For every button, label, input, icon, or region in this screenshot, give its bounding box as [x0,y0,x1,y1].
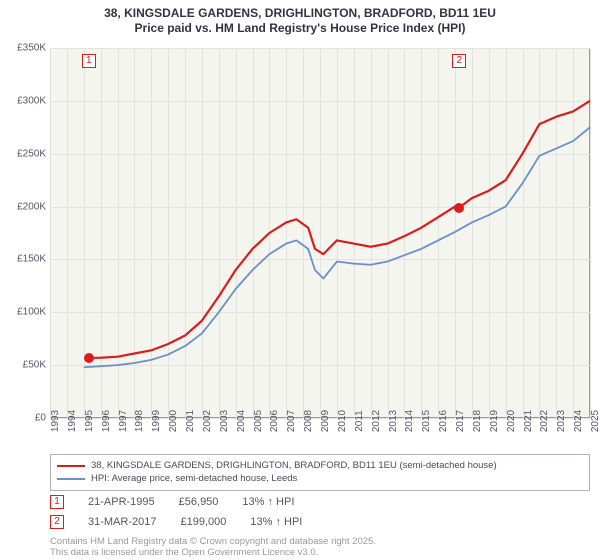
y-tick-label: £50K [23,360,46,371]
x-tick-label: 2023 [556,410,567,432]
sale-note: 13% ↑ HPI [242,496,294,508]
x-tick-label: 2010 [337,410,348,432]
x-tick-label: 1995 [84,410,95,432]
x-tick-label: 2015 [421,410,432,432]
sale-marker-dot [84,353,94,363]
chart-title: 38, KINGSDALE GARDENS, DRIGHLINGTON, BRA… [0,0,600,38]
sale-marker-badge: 2 [452,54,466,68]
x-tick-label: 1993 [50,410,61,432]
sale-badge: 1 [50,495,64,509]
attribution-line2: This data is licensed under the Open Gov… [50,547,590,558]
x-tick-label: 2019 [489,410,500,432]
sale-marker-badge: 1 [82,54,96,68]
x-tick-label: 1996 [101,410,112,432]
x-tick-label: 2012 [371,410,382,432]
x-tick-label: 2008 [303,410,314,432]
series-line-hpi [84,127,590,367]
x-tick-label: 2025 [590,410,600,432]
y-tick-label: £250K [17,148,46,159]
x-tick-label: 2016 [438,410,449,432]
sale-price: £56,950 [179,496,219,508]
line-series-svg [50,48,590,418]
x-tick-label: 1997 [118,410,129,432]
x-tick-label: 2020 [506,410,517,432]
x-tick-label: 2005 [253,410,264,432]
x-tick-label: 2011 [354,410,365,432]
y-tick-label: £150K [17,254,46,265]
legend-row-price-paid: 38, KINGSDALE GARDENS, DRIGHLINGTON, BRA… [57,459,583,472]
sale-badge: 2 [50,515,64,529]
x-tick-label: 1998 [134,410,145,432]
y-tick-label: £0 [35,413,46,424]
sale-note: 13% ↑ HPI [250,516,302,528]
sale-date: 31-MAR-2017 [88,516,156,528]
x-tick-label: 2004 [236,410,247,432]
attribution-line1: Contains HM Land Registry data © Crown c… [50,536,590,547]
x-tick-label: 2007 [286,410,297,432]
x-tick-label: 2003 [219,410,230,432]
y-tick-label: £350K [17,43,46,54]
series-line-price_paid [89,101,590,358]
legend-label: HPI: Average price, semi-detached house,… [91,472,297,485]
x-tick-label: 2022 [539,410,550,432]
sale-price: £199,000 [180,516,226,528]
x-tick-label: 2000 [168,410,179,432]
x-tick-label: 2001 [185,410,196,432]
sale-marker-dot [454,203,464,213]
x-tick-label: 2017 [455,410,466,432]
legend-swatch [57,465,85,467]
legend: 38, KINGSDALE GARDENS, DRIGHLINGTON, BRA… [50,454,590,491]
x-tick-label: 2021 [523,410,534,432]
y-tick-label: £100K [17,307,46,318]
x-tick-label: 2018 [472,410,483,432]
legend-label: 38, KINGSDALE GARDENS, DRIGHLINGTON, BRA… [91,459,497,472]
x-tick-label: 2013 [388,410,399,432]
chart-plot-area: 12 £0£50K£100K£150K£200K£250K£300K£350K … [50,48,590,418]
x-tick-label: 2009 [320,410,331,432]
x-tick-label: 1994 [67,410,78,432]
sale-row-1: 1 21-APR-1995 £56,950 13% ↑ HPI [50,495,590,509]
x-tick-label: 2024 [573,410,584,432]
sale-row-2: 2 31-MAR-2017 £199,000 13% ↑ HPI [50,515,590,529]
sale-date: 21-APR-1995 [88,496,155,508]
x-tick-label: 1999 [151,410,162,432]
title-line-1: 38, KINGSDALE GARDENS, DRIGHLINGTON, BRA… [10,6,590,21]
x-tick-label: 2002 [202,410,213,432]
x-tick-label: 2006 [269,410,280,432]
y-tick-label: £300K [17,95,46,106]
x-tick-label: 2014 [404,410,415,432]
legend-swatch [57,478,85,480]
y-tick-label: £200K [17,201,46,212]
title-line-2: Price paid vs. HM Land Registry's House … [10,21,590,36]
attribution: Contains HM Land Registry data © Crown c… [50,536,590,559]
legend-row-hpi: HPI: Average price, semi-detached house,… [57,472,583,485]
